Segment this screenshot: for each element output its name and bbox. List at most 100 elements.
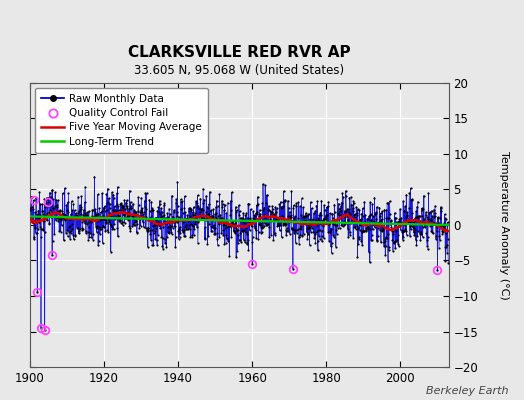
Point (383, 235, 391, 242)
Point (255, 207, 264, 213)
Point (63, 206, 71, 213)
Point (201, 234, 210, 241)
Point (179, 227, 188, 233)
Point (291, 219, 300, 225)
Point (219, 222, 227, 228)
Point (363, 224, 372, 230)
Point (46, 194, 54, 200)
Point (394, 231, 402, 238)
Point (396, 206, 405, 212)
Point (159, 224, 168, 230)
Point (204, 201, 213, 208)
Point (148, 205, 157, 212)
Point (405, 190, 413, 196)
Point (312, 228, 320, 235)
Point (204, 232, 213, 239)
Point (425, 221, 434, 227)
Point (339, 194, 347, 200)
Point (138, 218, 147, 225)
Point (275, 201, 283, 208)
Point (115, 216, 124, 223)
Point (173, 179, 182, 185)
Point (239, 228, 247, 234)
Point (317, 198, 325, 204)
Point (70, 236, 78, 242)
Point (274, 222, 282, 228)
Point (204, 205, 212, 212)
Point (236, 230, 245, 236)
Point (140, 214, 148, 221)
Point (412, 214, 420, 220)
Point (410, 225, 418, 231)
Point (47, 214, 56, 220)
Point (416, 237, 424, 243)
Point (383, 214, 391, 221)
Point (355, 207, 364, 213)
Point (113, 184, 122, 190)
Point (350, 199, 358, 206)
Point (397, 220, 405, 226)
Point (300, 220, 308, 226)
Point (330, 234, 338, 240)
Point (283, 216, 291, 223)
Point (210, 225, 218, 232)
Point (404, 216, 412, 222)
Point (422, 230, 431, 236)
Point (310, 235, 319, 241)
Point (378, 228, 386, 235)
Point (78, 225, 86, 232)
Point (168, 216, 177, 222)
Point (219, 232, 227, 238)
Point (30, 236, 38, 242)
Point (137, 206, 145, 213)
Point (198, 205, 206, 212)
Point (324, 228, 332, 235)
Point (419, 206, 428, 212)
Point (258, 200, 267, 206)
Point (375, 204, 384, 211)
Point (407, 226, 415, 232)
Point (287, 212, 295, 218)
Point (223, 235, 231, 242)
Point (273, 223, 281, 229)
Point (248, 219, 256, 226)
Point (96, 209, 105, 216)
Point (376, 212, 385, 219)
Point (96, 226, 104, 232)
Point (421, 224, 429, 230)
Point (209, 206, 217, 212)
Point (308, 225, 316, 232)
Point (179, 229, 187, 236)
Point (46, 207, 54, 213)
Point (407, 185, 415, 192)
Point (327, 243, 335, 250)
Point (182, 226, 191, 232)
Point (253, 202, 261, 208)
Point (177, 199, 185, 205)
Point (367, 236, 375, 243)
Point (92, 212, 100, 218)
Point (325, 219, 334, 225)
Point (28, 204, 36, 210)
Point (51, 202, 59, 209)
Point (409, 229, 418, 236)
Point (355, 234, 363, 240)
Point (357, 228, 366, 235)
Point (35, 189, 43, 195)
Point (49, 205, 58, 212)
Point (132, 209, 140, 216)
Point (85, 217, 94, 223)
Point (235, 208, 244, 214)
Point (31, 224, 40, 230)
Point (408, 223, 416, 230)
Point (158, 208, 166, 215)
Point (357, 210, 366, 217)
Point (394, 220, 402, 226)
Point (434, 215, 443, 221)
Point (270, 232, 279, 238)
Point (270, 213, 279, 220)
Point (136, 212, 144, 219)
Point (418, 207, 426, 213)
Point (440, 220, 449, 226)
Point (149, 207, 157, 213)
